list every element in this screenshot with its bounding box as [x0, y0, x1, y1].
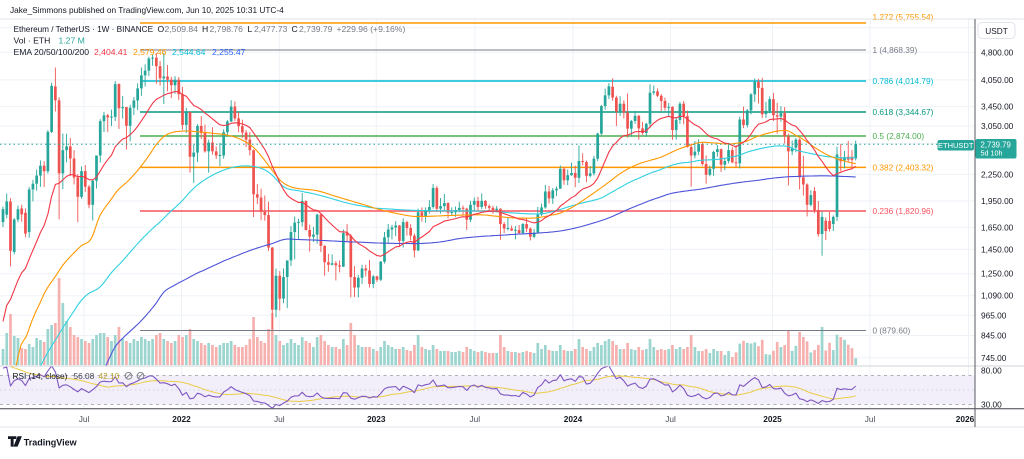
svg-text:1,950.00: 1,950.00 — [981, 196, 1014, 206]
svg-text:2,579.46: 2,579.46 — [133, 47, 167, 57]
svg-text:56.08: 56.08 — [74, 371, 95, 381]
svg-text:745.00: 745.00 — [981, 353, 1007, 363]
svg-text:0.5 (2,874.00): 0.5 (2,874.00) — [873, 131, 925, 141]
svg-text:EMA 20/50/100/200: EMA 20/50/100/200 — [14, 47, 90, 57]
svg-text:4,800.00: 4,800.00 — [981, 47, 1014, 57]
svg-text:H: H — [202, 24, 208, 34]
svg-text:3,050.00: 3,050.00 — [981, 121, 1014, 131]
svg-text:2026: 2026 — [956, 414, 975, 424]
svg-text:0.236 (1,820.96): 0.236 (1,820.96) — [873, 206, 934, 216]
svg-text:USDT: USDT — [985, 26, 1008, 36]
svg-text:30.00: 30.00 — [981, 400, 1002, 410]
svg-text:1.272 (5,755.54): 1.272 (5,755.54) — [873, 12, 934, 22]
svg-text:42.10: 42.10 — [99, 371, 120, 381]
svg-text:2,509.84: 2,509.84 — [165, 24, 199, 34]
svg-text:0 (879.60): 0 (879.60) — [873, 326, 911, 336]
svg-text:1,450.00: 1,450.00 — [981, 244, 1014, 254]
svg-text:Jul: Jul — [79, 414, 90, 424]
svg-text:2024: 2024 — [564, 414, 583, 424]
svg-text:80.00: 80.00 — [981, 365, 1002, 375]
svg-text:1.27 M: 1.27 M — [59, 35, 85, 45]
svg-text:1 (4,868.39): 1 (4,868.39) — [873, 45, 918, 55]
svg-text:2,255.47: 2,255.47 — [212, 47, 246, 57]
svg-text:Jake_Simmons published on Trad: Jake_Simmons published on TradingView.co… — [10, 5, 284, 15]
svg-text:TradingView: TradingView — [24, 438, 78, 448]
svg-text:ETHUSDT: ETHUSDT — [938, 141, 974, 150]
svg-text:3,450.00: 3,450.00 — [981, 102, 1014, 112]
svg-text:Jul: Jul — [665, 414, 676, 424]
svg-text:2,739.79: 2,739.79 — [981, 140, 1011, 149]
svg-text:+229.96 (+9.16%): +229.96 (+9.16%) — [337, 24, 406, 34]
svg-text:2,739.79: 2,739.79 — [299, 24, 333, 34]
svg-text:1,650.00: 1,650.00 — [981, 222, 1014, 232]
svg-text:4,050.00: 4,050.00 — [981, 75, 1014, 85]
svg-text:0.382 (2,403.32): 0.382 (2,403.32) — [873, 162, 934, 172]
svg-text:2023: 2023 — [367, 414, 386, 424]
svg-text:1,090.00: 1,090.00 — [981, 291, 1014, 301]
svg-text:Ethereum / TetherUS · 1W · BIN: Ethereum / TetherUS · 1W · BINANCE — [14, 25, 154, 34]
svg-text:C: C — [292, 24, 298, 34]
svg-text:0.618 (3,344.67): 0.618 (3,344.67) — [873, 107, 934, 117]
svg-text:2,798.76: 2,798.76 — [210, 24, 244, 34]
svg-text:2,477.73: 2,477.73 — [254, 24, 288, 34]
svg-text:Vol · ETH: Vol · ETH — [14, 35, 51, 45]
svg-text:845.00: 845.00 — [981, 331, 1007, 341]
svg-text:2,250.00: 2,250.00 — [981, 169, 1014, 179]
svg-text:965.00: 965.00 — [981, 310, 1007, 320]
svg-text:2,544.64: 2,544.64 — [172, 47, 206, 57]
svg-text:1,250.00: 1,250.00 — [981, 269, 1014, 279]
svg-text:2022: 2022 — [172, 414, 191, 424]
svg-text:Jul: Jul — [274, 414, 285, 424]
svg-text:5d 10h: 5d 10h — [981, 149, 1003, 158]
svg-text:RSI (14, close): RSI (14, close) — [13, 371, 68, 381]
svg-text:L: L — [248, 24, 253, 34]
svg-text:0.786 (4,014.79): 0.786 (4,014.79) — [873, 76, 934, 86]
svg-text:Jul: Jul — [469, 414, 480, 424]
svg-text:2,404.41: 2,404.41 — [94, 47, 128, 57]
svg-text:2025: 2025 — [763, 414, 782, 424]
svg-text:O: O — [158, 24, 165, 34]
svg-text:Jul: Jul — [865, 414, 876, 424]
